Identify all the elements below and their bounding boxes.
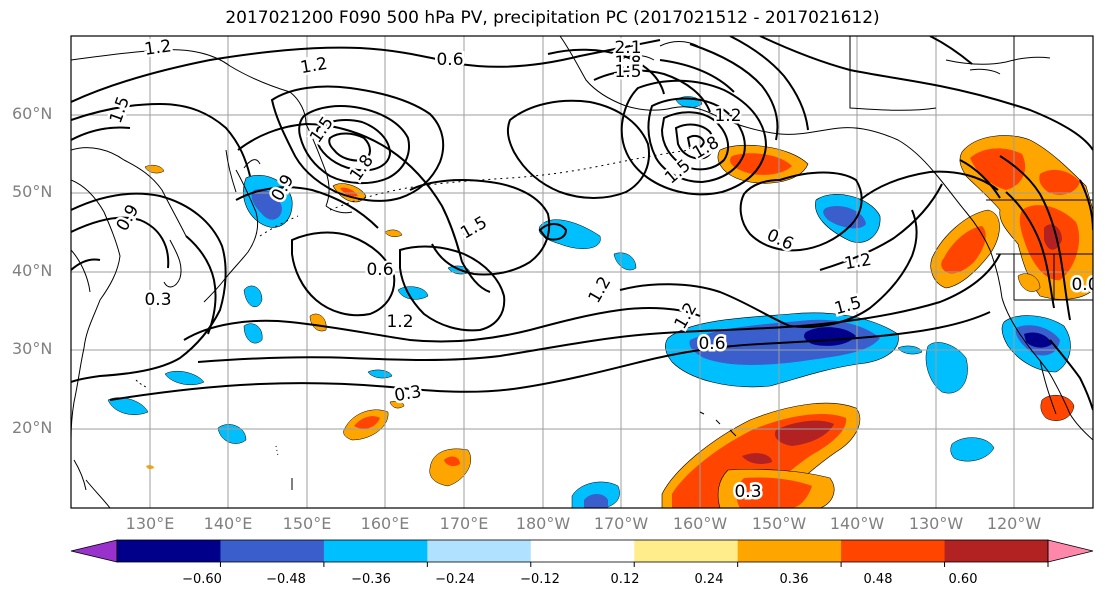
contour-label: 0.6: [698, 334, 725, 354]
lat-label-40n: 40°N: [12, 261, 53, 280]
lon-label-140e: 140°E: [203, 514, 253, 533]
colorbar-tick-label: 0.48: [863, 572, 893, 587]
lon-label-180w: 180°W: [515, 514, 571, 533]
precipitation-fill-layer: [107, 96, 1093, 508]
lon-label-170e: 170°E: [439, 514, 489, 533]
contour-label: 1.2: [714, 106, 741, 126]
lon-label-150e: 150°E: [282, 514, 332, 533]
contour-label: 1.2: [143, 36, 173, 60]
colorbar-tick-label: −0.60: [182, 572, 222, 587]
contour-label: 0.3: [734, 482, 761, 502]
contour-label: 0.6: [436, 50, 463, 70]
lat-label-20n: 20°N: [12, 418, 53, 437]
contour-label: 1.2: [386, 312, 413, 332]
contour-label: 2.1: [614, 38, 641, 58]
contour-label: 1.2: [299, 54, 329, 78]
lon-label-160e: 160°E: [360, 514, 410, 533]
lat-label-50n: 50°N: [12, 182, 53, 201]
colorbar-tick-label: 0.36: [779, 572, 809, 587]
lon-label-170w: 170°W: [593, 514, 649, 533]
contour-label: 0.3: [144, 290, 171, 310]
contour-label: 0.6: [366, 260, 393, 280]
map-frame: [70, 35, 1094, 509]
colorbar-tick-label: 0.60: [948, 572, 978, 587]
colorbar-tick-label: −0.36: [351, 572, 391, 587]
colorbar-tick-label: 0.12: [610, 572, 640, 587]
contour-label: 0.6: [436, 50, 463, 70]
lon-label-140w: 140°W: [829, 514, 885, 533]
map-title: 2017021200 F090 500 hPa PV, precipitatio…: [225, 8, 880, 28]
lat-label-30n: 30°N: [12, 339, 53, 358]
lon-label-120w: 120°W: [986, 514, 1042, 533]
lon-label-160w: 160°W: [672, 514, 728, 533]
lon-label-130e: 130°E: [125, 514, 175, 533]
lon-label-130w: 130°W: [908, 514, 964, 533]
lon-label-150w: 150°W: [751, 514, 807, 533]
colorbar-tick-label: −0.48: [266, 572, 306, 587]
pv-contours: [71, 36, 1093, 411]
colorbar-tick-label: −0.24: [435, 572, 475, 587]
contour-label: 1.5: [614, 62, 641, 82]
colorbar-tick-label: 0.24: [694, 572, 724, 587]
colorbar-tick-label: −0.12: [520, 572, 560, 587]
coastlines: [71, 36, 1093, 508]
contour-label: 1.8: [614, 53, 641, 73]
lat-label-60n: 60°N: [12, 104, 53, 123]
contour-label: 0.0: [1071, 275, 1098, 295]
